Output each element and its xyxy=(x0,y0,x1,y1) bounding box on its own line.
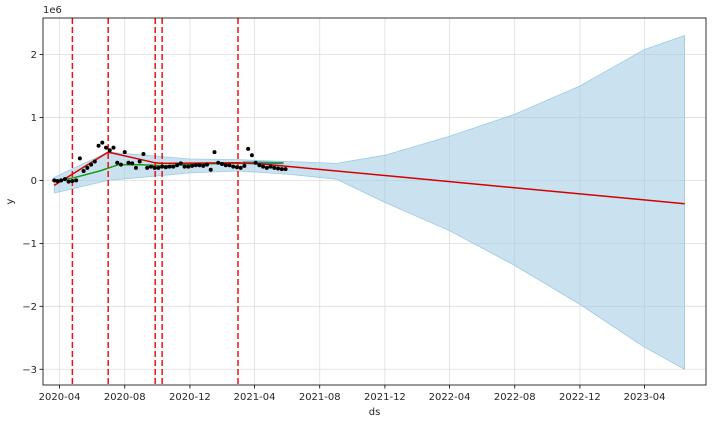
x-tick-label: 2021-08 xyxy=(299,392,341,403)
observed-point xyxy=(85,165,90,170)
observed-point xyxy=(133,165,138,170)
observed-point xyxy=(283,167,288,172)
observed-point xyxy=(205,162,210,167)
x-tick-label: 2020-04 xyxy=(39,392,81,403)
observed-point xyxy=(171,164,176,169)
observed-point xyxy=(145,165,150,170)
observed-point xyxy=(152,165,157,170)
y-tick-label: −2 xyxy=(22,302,37,313)
observed-point xyxy=(66,179,71,184)
observed-point xyxy=(227,163,232,168)
x-tick-label: 2022-12 xyxy=(559,392,601,403)
observed-point xyxy=(178,161,183,166)
x-axis-label: ds xyxy=(369,407,381,418)
x-tick-label: 2022-04 xyxy=(429,392,471,403)
observed-point xyxy=(264,165,269,170)
observed-point xyxy=(167,164,172,169)
observed-point xyxy=(104,145,109,150)
observed-point xyxy=(223,163,228,168)
observed-point xyxy=(100,140,105,145)
observed-point xyxy=(216,160,221,165)
plot-frame xyxy=(42,17,707,386)
observed-point xyxy=(201,163,206,168)
observed-point xyxy=(190,163,195,168)
series-line xyxy=(242,161,284,164)
x-tick-label: 2020-12 xyxy=(169,392,211,403)
observed-point xyxy=(253,160,258,165)
observed-point xyxy=(89,162,94,167)
trend-layer xyxy=(53,151,685,205)
observed-point xyxy=(246,146,251,151)
observed-point xyxy=(119,162,123,167)
y-tick-label: 1 xyxy=(31,113,37,124)
observed-point xyxy=(163,165,168,170)
observed-point-layer xyxy=(52,140,288,184)
observed-point xyxy=(77,156,82,161)
observed-point xyxy=(96,143,101,148)
observed-point xyxy=(197,163,202,168)
observed-point xyxy=(74,178,79,183)
observed-point xyxy=(182,164,187,169)
x-tick-label: 2022-08 xyxy=(494,392,536,403)
observed-point xyxy=(52,178,57,183)
x-tick-label: 2023-04 xyxy=(624,392,666,403)
y-tick-label: −1 xyxy=(22,239,37,250)
observed-point xyxy=(122,150,127,155)
observed-point xyxy=(70,179,75,184)
y-axis-ticks: −3 −2 −1 0 1 2 xyxy=(22,50,43,376)
observed-point xyxy=(62,177,67,182)
observed-point xyxy=(111,145,116,150)
x-tick-label: 2021-04 xyxy=(234,392,276,403)
observed-point xyxy=(212,150,217,155)
y-tick-label: −3 xyxy=(22,365,37,376)
y-axis-label: y xyxy=(5,198,16,204)
observed-point xyxy=(242,163,247,168)
observed-point xyxy=(231,164,236,169)
y-axis-offset-label: 1e6 xyxy=(43,5,62,16)
x-tick-label: 2020-08 xyxy=(104,392,146,403)
trend-line xyxy=(53,151,685,205)
y-tick-label: 2 xyxy=(31,50,37,61)
observed-point xyxy=(130,161,135,166)
observed-point xyxy=(238,165,243,170)
observed-point xyxy=(268,164,273,169)
observed-point xyxy=(186,164,191,169)
x-tick-label: 2021-12 xyxy=(364,392,406,403)
observed-point xyxy=(175,163,180,168)
observed-point xyxy=(92,159,97,164)
changepoint-layer xyxy=(71,18,239,385)
observed-point xyxy=(208,167,213,172)
observed-point xyxy=(141,151,146,156)
observed-point xyxy=(59,178,64,183)
observed-point xyxy=(219,162,224,167)
observed-point xyxy=(160,164,165,169)
observed-point xyxy=(261,164,266,169)
observed-point xyxy=(234,165,239,170)
observed-point xyxy=(276,166,281,171)
y-tick-label: 0 xyxy=(31,176,37,187)
x-axis-ticks: 2020-04 2020-08 2020-12 2021-04 2021-08 2021-… xyxy=(39,385,666,403)
observed-point xyxy=(81,168,86,173)
observed-point xyxy=(156,165,161,170)
observed-point xyxy=(115,160,120,165)
observed-point xyxy=(137,159,142,164)
observed-point xyxy=(249,153,254,158)
observed-point xyxy=(193,163,198,168)
observed-point xyxy=(55,179,60,184)
observed-point xyxy=(148,164,153,169)
observed-point xyxy=(126,160,131,165)
observed-point xyxy=(257,163,262,168)
observed-point xyxy=(279,167,284,172)
observed-point xyxy=(107,148,112,153)
observed-point xyxy=(272,165,277,170)
